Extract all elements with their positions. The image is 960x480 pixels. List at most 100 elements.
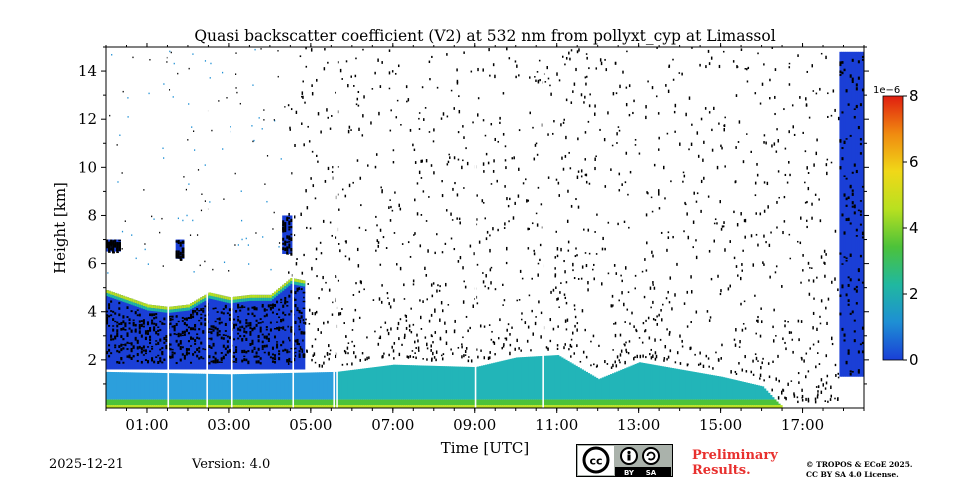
- noise-speckle: [527, 227, 529, 231]
- aerosol-layer-streak: [134, 311, 138, 315]
- aerosol-layer-streak: [210, 360, 214, 363]
- aerosol-layer-edge: [146, 304, 150, 308]
- noise-speckle: [506, 47, 508, 51]
- aerosol-layer-column: [120, 295, 123, 370]
- aerosol-layer-streak: [273, 358, 277, 361]
- noise-speckle: [453, 247, 456, 251]
- noise-speckle: [316, 275, 318, 278]
- noise-speckle: [430, 358, 433, 362]
- noise-speckle: [394, 191, 396, 194]
- noise-speckle: [311, 84, 313, 87]
- aerosol-layer-column: [257, 294, 261, 370]
- boundary-layer-column: [538, 356, 541, 400]
- aerosol-layer-column: [290, 278, 294, 370]
- noise-speckle: [777, 170, 780, 173]
- noise-speckle: [769, 275, 771, 279]
- elevated-layer-column: [849, 51, 853, 377]
- share-alike-icon: [642, 447, 660, 465]
- noise-speckle: [463, 187, 465, 189]
- boundary-layer-column: [644, 363, 648, 400]
- boundary-layer-ground: [273, 405, 277, 408]
- boundary-layer-column: [112, 372, 115, 400]
- boundary-layer-surface: [314, 399, 318, 406]
- elevated-layer-streak: [851, 370, 855, 373]
- noise-speckle: [544, 81, 547, 83]
- boundary-layer-column: [429, 365, 433, 400]
- aerosol-layer-streak: [282, 340, 285, 344]
- aerosol-layer-streak: [204, 305, 207, 308]
- aerosol-layer-edge: [233, 296, 236, 300]
- boundary-layer-column: [550, 355, 554, 400]
- boundary-layer-column: [552, 355, 556, 400]
- boundary-layer-ground: [222, 405, 226, 408]
- noise-speckle: [303, 143, 305, 147]
- noise-speckle: [166, 61, 168, 63]
- noise-speckle: [792, 350, 794, 354]
- noise-speckle: [660, 231, 663, 234]
- aerosol-layer-edge: [106, 293, 109, 297]
- aerosol-layer-streak: [189, 345, 193, 347]
- noise-speckle: [585, 355, 588, 359]
- aerosol-layer-streak: [183, 322, 187, 325]
- noise-speckle: [618, 299, 620, 302]
- aerosol-layer-streak: [204, 348, 207, 351]
- aerosol-layer-column: [110, 291, 113, 370]
- aerosol-layer-edge: [157, 305, 160, 309]
- noise-speckle: [377, 244, 380, 248]
- boundary-layer-surface: [298, 399, 302, 406]
- noise-speckle: [774, 271, 777, 274]
- noise-speckle: [262, 236, 264, 238]
- boundary-layer-surface: [712, 399, 716, 406]
- noise-speckle: [516, 338, 518, 343]
- noise-speckle: [799, 241, 802, 245]
- boundary-layer-ground: [618, 405, 621, 408]
- noise-speckle: [307, 125, 309, 128]
- boundary-layer-ground: [192, 405, 195, 408]
- noise-speckle: [598, 344, 600, 347]
- boundary-layer-column: [341, 371, 345, 400]
- elevated-layer-streak: [847, 283, 851, 287]
- noise-speckle: [185, 188, 188, 191]
- noise-speckle: [393, 341, 396, 345]
- aerosol-layer-streak: [187, 348, 191, 351]
- aerosol-layer-streak: [130, 310, 134, 313]
- noise-speckle: [144, 248, 146, 251]
- noise-speckle: [658, 136, 660, 140]
- noise-speckle: [707, 49, 710, 53]
- chart-title: Quasi backscatter coefficient (V2) at 53…: [194, 27, 775, 45]
- noise-speckle: [527, 199, 530, 202]
- elevated-layer-streak: [116, 242, 119, 246]
- aerosol-layer-streak: [181, 346, 185, 349]
- boundary-layer-ground: [321, 405, 324, 408]
- boundary-layer-ground: [218, 405, 222, 408]
- boundary-layer-ground: [146, 405, 150, 408]
- elevated-layer-streak: [849, 74, 853, 78]
- noise-speckle: [472, 304, 474, 308]
- noise-speckle: [514, 347, 516, 351]
- boundary-layer-ground: [425, 405, 429, 408]
- noise-speckle: [537, 79, 540, 83]
- aerosol-layer-streak: [120, 335, 123, 339]
- aerosol-layer-streak: [280, 301, 283, 304]
- aerosol-layer-column: [169, 306, 173, 370]
- aerosol-layer-column: [183, 304, 187, 370]
- aerosol-layer-streak: [302, 291, 306, 294]
- noise-speckle: [617, 126, 620, 128]
- aerosol-layer-streak: [300, 348, 304, 350]
- noise-speckle: [411, 350, 414, 352]
- aerosol-layer-edge: [177, 305, 181, 309]
- noise-speckle: [341, 363, 344, 366]
- cc-license-badge[interactable]: cc BY SA: [576, 444, 673, 477]
- noise-speckle: [418, 170, 421, 175]
- aerosol-layer-streak: [249, 334, 253, 336]
- noise-speckle: [584, 328, 586, 332]
- aerosol-layer-streak: [222, 312, 226, 315]
- aerosol-layer-streak: [282, 349, 285, 352]
- noise-speckle: [830, 114, 833, 117]
- noise-speckle: [321, 288, 323, 291]
- noise-speckle: [625, 348, 627, 352]
- noise-speckle: [361, 134, 364, 137]
- aerosol-layer-streak: [200, 322, 203, 326]
- elevated-layer-streak: [290, 252, 294, 256]
- aerosol-layer-streak: [261, 333, 265, 336]
